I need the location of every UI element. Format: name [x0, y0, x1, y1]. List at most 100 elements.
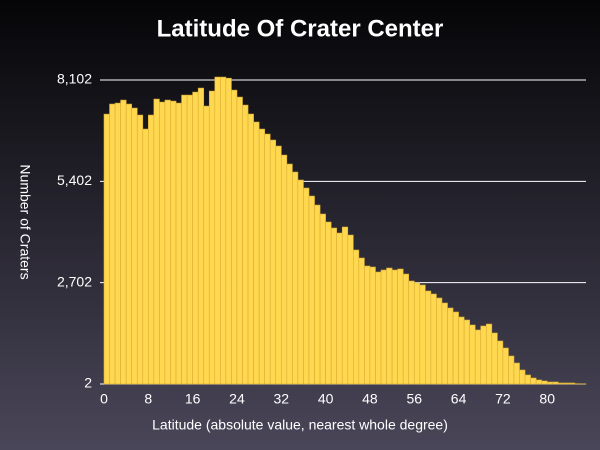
bar	[258, 128, 265, 385]
bar	[353, 249, 360, 385]
bar	[397, 268, 404, 385]
bar	[319, 213, 326, 385]
bar	[535, 379, 542, 385]
bar	[380, 269, 387, 385]
bar	[408, 280, 415, 385]
bar	[303, 187, 310, 385]
bar	[148, 114, 155, 385]
bar	[264, 133, 271, 385]
bar	[120, 99, 127, 385]
x-tick-label: 72	[495, 391, 511, 407]
bar	[502, 347, 509, 385]
bar	[159, 101, 166, 385]
bar	[341, 226, 349, 385]
bar	[164, 99, 171, 385]
bar	[524, 374, 531, 385]
bar	[546, 381, 554, 385]
bar	[242, 104, 249, 385]
bar	[513, 362, 520, 385]
bar	[541, 380, 548, 385]
bar	[458, 316, 465, 385]
bar	[508, 355, 515, 385]
bar	[485, 323, 493, 385]
x-tick-label: 56	[406, 391, 422, 407]
bar	[280, 154, 288, 385]
bar	[497, 340, 504, 385]
bar	[519, 369, 526, 385]
bar	[347, 234, 354, 385]
bar	[197, 87, 205, 385]
bar	[552, 381, 559, 385]
bar	[153, 98, 160, 385]
bar	[336, 232, 343, 385]
bar	[208, 90, 216, 385]
bar	[463, 319, 470, 385]
bar	[275, 145, 282, 385]
bar	[225, 77, 232, 385]
x-tick-label: 32	[273, 391, 289, 407]
y-axis-label: Number of Craters	[17, 164, 33, 279]
x-tick-label: 0	[100, 391, 108, 407]
bar	[142, 128, 149, 385]
bar	[103, 113, 110, 385]
bar	[203, 105, 210, 385]
x-tick-label: 48	[362, 391, 378, 407]
bar	[192, 91, 199, 385]
y-tick-label: 5,402	[57, 172, 92, 188]
bar	[220, 76, 227, 385]
bar	[491, 332, 498, 385]
x-tick-label: 40	[318, 391, 334, 407]
bar	[436, 297, 443, 385]
bar	[530, 377, 537, 385]
bar	[569, 382, 576, 385]
x-tick-label: 64	[451, 391, 467, 407]
bar	[125, 103, 133, 385]
bar	[330, 227, 337, 385]
bar	[386, 267, 393, 385]
y-tick-label: 2	[84, 375, 92, 391]
bar	[109, 103, 116, 385]
bar	[131, 107, 138, 385]
bar	[297, 179, 304, 385]
bar	[413, 282, 421, 385]
bar	[441, 302, 448, 385]
bar	[181, 94, 188, 385]
bar	[292, 171, 299, 385]
bar	[419, 284, 426, 385]
bar	[325, 221, 332, 385]
bar	[247, 113, 254, 385]
bar	[269, 139, 277, 385]
bar	[253, 121, 260, 385]
bar	[469, 324, 476, 385]
bar	[314, 204, 321, 385]
bar	[308, 195, 315, 385]
x-tick-label: 16	[185, 391, 201, 407]
y-tick-label: 8,102	[57, 71, 92, 87]
x-tick-label: 24	[229, 391, 245, 407]
bar	[369, 266, 376, 385]
bar	[480, 325, 487, 385]
bar	[358, 257, 365, 385]
bar	[136, 114, 144, 385]
x-tick-label: 8	[144, 391, 152, 407]
bar	[430, 293, 437, 385]
bars	[103, 76, 587, 385]
bar	[402, 273, 410, 385]
bar	[175, 102, 182, 385]
bar	[286, 163, 293, 385]
x-axis-label: Latitude (absolute value, nearest whole …	[152, 417, 448, 433]
bar	[364, 265, 371, 385]
bar	[474, 329, 482, 385]
bar	[231, 89, 238, 385]
bar	[391, 269, 398, 385]
bar	[114, 102, 121, 385]
y-tick-label: 2,702	[57, 273, 92, 289]
chart-title: Latitude Of Crater Center	[157, 15, 444, 42]
x-tick-label: 80	[539, 391, 555, 407]
bar	[236, 96, 243, 385]
bar	[425, 290, 432, 385]
bar	[186, 94, 193, 385]
bar	[170, 100, 177, 385]
bar	[563, 382, 570, 385]
